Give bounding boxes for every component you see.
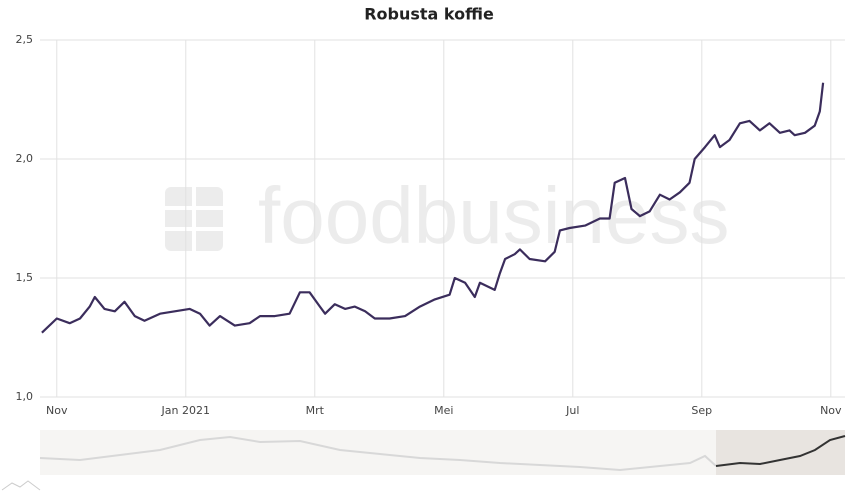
chart-title: Robusta koffie: [364, 5, 494, 24]
x-tick-label: Nov: [46, 404, 68, 417]
x-tick-label: Jul: [565, 404, 579, 417]
watermark: foodbusiness: [258, 171, 729, 260]
x-tick-label: Sep: [691, 404, 712, 417]
navigator-line: [39, 435, 717, 472]
navigator-selected-line: [715, 435, 846, 467]
x-tick-label: Nov: [820, 404, 842, 417]
y-tick-label: 2,5: [16, 33, 34, 46]
y-tick-label: 2,0: [16, 152, 34, 165]
navigator: [40, 430, 845, 475]
line-series: [41, 82, 825, 334]
watermark-logo-lines: [165, 187, 223, 251]
y-tick-label: 1,0: [16, 390, 34, 403]
x-tick-label: Mrt: [306, 404, 325, 417]
navigator-selection: [716, 430, 845, 475]
x-tick-label: Jan 2021: [161, 404, 210, 417]
navigator-icon: [1, 480, 41, 491]
y-tick-label: 1,5: [16, 271, 34, 284]
x-tick-label: Mei: [434, 404, 453, 417]
